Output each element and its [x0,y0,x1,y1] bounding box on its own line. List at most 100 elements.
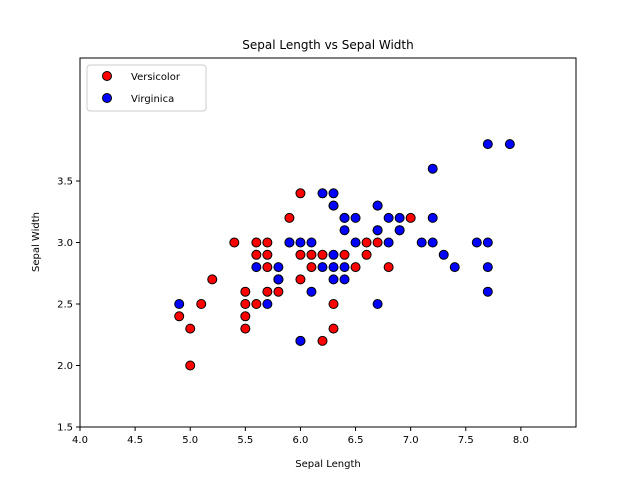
data-point-virginica [449,262,460,273]
y-tick-label: 3.0 [57,238,73,249]
x-axis-label: Sepal Length [295,459,360,470]
data-point-virginica [482,237,493,248]
data-point-versicolor [262,237,273,248]
data-point-virginica [350,237,361,248]
data-point-versicolor [317,249,328,260]
data-point-virginica [339,225,350,236]
data-point-virginica [273,274,284,285]
y-tick-label: 1.5 [57,423,73,434]
data-point-versicolor [317,335,328,346]
data-point-versicolor [207,274,218,285]
data-point-virginica [372,225,383,236]
legend-box [86,64,207,112]
data-point-versicolor [251,249,262,260]
x-tick-label: 7.0 [403,435,419,446]
legend: Versicolor Virginica [86,64,207,112]
data-point-virginica [427,163,438,174]
data-point-versicolor [383,262,394,273]
data-point-versicolor [185,323,196,334]
data-point-versicolor [262,286,273,297]
data-point-virginica [273,262,284,273]
data-point-versicolor [306,262,317,273]
data-point-versicolor [196,299,207,309]
x-tick-label: 4.5 [127,435,143,446]
x-tick-label: 4.0 [72,435,88,446]
data-point-virginica [328,188,339,199]
data-point-virginica [306,237,317,248]
data-point-virginica [328,249,339,260]
x-tick-label: 6.0 [292,435,308,446]
data-point-versicolor [262,249,273,260]
data-point-versicolor [240,286,251,297]
data-point-versicolor [306,249,317,260]
data-point-virginica [372,299,383,309]
y-tick-label: 2.5 [57,300,73,311]
x-tick-label: 5.0 [182,435,198,446]
data-point-versicolor [361,237,372,248]
data-point-virginica [383,212,394,223]
data-point-virginica [328,262,339,273]
data-point-versicolor [361,249,372,260]
data-point-versicolor [339,249,350,260]
data-point-versicolor [350,262,361,273]
data-point-virginica [251,262,262,273]
data-point-versicolor [262,262,273,273]
data-point-virginica [339,212,350,223]
y-tick-label: 2.0 [57,361,73,372]
data-point-virginica [482,262,493,273]
data-point-virginica [306,286,317,297]
data-point-versicolor [284,212,295,223]
data-point-virginica [383,237,394,248]
data-point-versicolor [405,212,416,223]
data-point-versicolor [240,299,251,309]
data-point-virginica [372,200,383,211]
data-point-virginica [174,299,185,309]
data-point-virginica [339,262,350,273]
legend-marker-versicolor [102,71,112,81]
data-point-virginica [284,237,295,248]
data-point-virginica [317,262,328,273]
x-tick-label: 5.5 [237,435,253,446]
y-axis: 1.5 2.0 2.5 3.0 3.5 [57,177,80,434]
x-tick-label: 6.5 [348,435,364,446]
data-point-virginica [416,237,427,248]
x-axis: 4.0 4.5 5.0 5.5 6.0 6.5 7.0 7.5 8.0 [72,427,529,446]
data-point-virginica [438,249,449,260]
data-point-virginica [427,237,438,248]
data-point-versicolor [185,360,196,371]
data-point-versicolor [295,188,306,199]
data-point-versicolor [328,323,339,334]
points-layer [174,139,515,371]
data-point-versicolor [240,311,251,322]
data-point-virginica [262,299,273,309]
data-point-versicolor [295,274,306,285]
data-point-virginica [328,200,339,211]
legend-marker-virginica [102,93,112,103]
data-point-versicolor [240,323,251,334]
chart-title: Sepal Length vs Sepal Width [242,38,413,52]
data-point-virginica [504,139,515,150]
data-point-virginica [394,225,405,236]
data-point-virginica [471,237,482,248]
x-tick-label: 7.5 [458,435,474,446]
data-point-versicolor [174,311,185,322]
data-point-virginica [295,237,306,248]
data-point-versicolor [251,299,262,309]
legend-label-versicolor: Versicolor [131,72,181,83]
legend-label-virginica: Virginica [131,94,174,105]
data-point-versicolor [229,237,240,248]
data-point-virginica [482,139,493,150]
data-point-virginica [482,286,493,297]
data-point-versicolor [273,286,284,297]
data-point-virginica [339,274,350,285]
data-point-virginica [295,335,306,346]
data-point-virginica [317,188,328,199]
data-point-virginica [328,274,339,285]
data-point-virginica [394,212,405,223]
data-point-versicolor [251,237,262,248]
data-point-versicolor [372,237,383,248]
data-point-versicolor [328,299,339,309]
data-point-virginica [350,212,361,223]
data-point-virginica [427,212,438,223]
data-point-versicolor [295,249,306,260]
